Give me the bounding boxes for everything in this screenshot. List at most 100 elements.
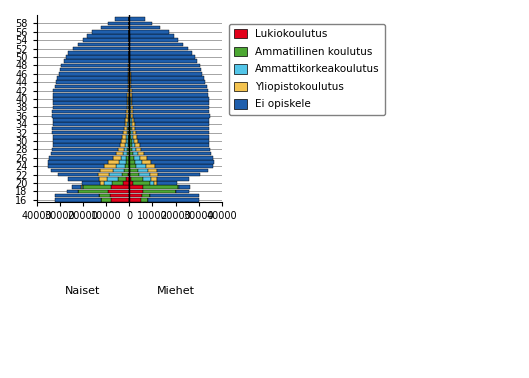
Bar xyxy=(130,173,139,177)
Bar xyxy=(130,106,131,109)
Bar xyxy=(72,186,81,189)
Bar xyxy=(179,186,190,189)
Bar xyxy=(136,148,141,151)
Bar xyxy=(158,173,199,177)
Bar xyxy=(126,106,128,109)
Bar xyxy=(129,131,131,135)
Bar xyxy=(129,194,142,197)
Bar xyxy=(68,51,129,54)
Bar xyxy=(122,135,126,139)
Bar xyxy=(130,110,131,113)
Bar xyxy=(104,181,112,185)
Bar xyxy=(110,194,129,197)
Bar xyxy=(118,177,126,181)
Bar xyxy=(129,160,135,164)
Bar xyxy=(130,26,160,29)
Bar xyxy=(123,131,127,135)
Bar xyxy=(143,177,151,181)
Bar xyxy=(55,198,102,202)
Bar xyxy=(66,55,129,59)
Bar xyxy=(127,122,129,126)
Text: Naiset: Naiset xyxy=(65,287,101,296)
Bar xyxy=(87,34,129,38)
Bar xyxy=(125,144,127,147)
Bar xyxy=(68,177,98,181)
Bar xyxy=(108,160,118,164)
Bar xyxy=(151,177,157,181)
Bar xyxy=(83,186,111,189)
Bar xyxy=(127,127,129,130)
Bar xyxy=(125,122,127,126)
Bar xyxy=(129,17,145,21)
Bar xyxy=(141,148,210,151)
Bar xyxy=(129,156,134,160)
Bar xyxy=(142,194,150,197)
Bar xyxy=(129,135,131,139)
Bar xyxy=(142,160,151,164)
Bar xyxy=(143,190,176,193)
Bar xyxy=(108,190,129,193)
Bar xyxy=(140,156,147,160)
Bar xyxy=(127,101,129,105)
Bar xyxy=(100,169,113,172)
Bar xyxy=(129,127,131,130)
Bar xyxy=(140,144,209,147)
Bar xyxy=(112,181,123,185)
Bar xyxy=(130,72,131,76)
Bar xyxy=(60,68,129,71)
Bar xyxy=(137,135,209,139)
Bar xyxy=(130,47,188,50)
Bar xyxy=(131,68,201,71)
Bar xyxy=(125,164,129,168)
Bar xyxy=(78,190,108,193)
Bar xyxy=(132,93,208,97)
Bar xyxy=(127,144,129,147)
Bar xyxy=(110,173,122,177)
Bar xyxy=(157,169,208,172)
Bar xyxy=(145,164,155,168)
Bar xyxy=(150,194,199,197)
Bar xyxy=(126,139,128,143)
Bar xyxy=(132,148,136,151)
Bar xyxy=(123,181,129,185)
Bar xyxy=(135,144,140,147)
Bar xyxy=(132,144,135,147)
Bar xyxy=(125,160,129,164)
Bar xyxy=(150,181,154,185)
Bar xyxy=(51,169,100,172)
Bar xyxy=(129,177,131,181)
Bar xyxy=(127,93,129,97)
Bar xyxy=(135,160,142,164)
Bar xyxy=(130,164,136,168)
Bar xyxy=(115,17,129,21)
Bar xyxy=(147,156,213,160)
Bar xyxy=(56,81,128,84)
Bar xyxy=(131,114,133,118)
Bar xyxy=(132,122,134,126)
Bar xyxy=(49,156,113,160)
Bar xyxy=(136,164,145,168)
Bar xyxy=(150,173,158,177)
Bar xyxy=(81,181,100,185)
Bar xyxy=(107,177,118,181)
Text: Miehet: Miehet xyxy=(157,287,195,296)
Bar xyxy=(143,186,178,189)
Bar xyxy=(132,139,134,143)
Bar xyxy=(53,93,127,97)
Bar xyxy=(101,26,129,29)
Bar xyxy=(121,156,126,160)
Bar xyxy=(115,164,125,168)
Bar xyxy=(138,169,148,172)
Bar xyxy=(130,81,131,84)
Bar xyxy=(61,64,129,67)
Bar xyxy=(55,194,99,197)
Bar xyxy=(58,76,128,80)
Bar xyxy=(92,30,129,34)
Bar xyxy=(130,34,174,38)
Bar xyxy=(132,118,134,122)
Bar xyxy=(53,139,121,143)
Bar xyxy=(52,144,120,147)
Bar xyxy=(52,148,118,151)
Bar xyxy=(123,152,127,155)
Bar xyxy=(148,198,199,202)
